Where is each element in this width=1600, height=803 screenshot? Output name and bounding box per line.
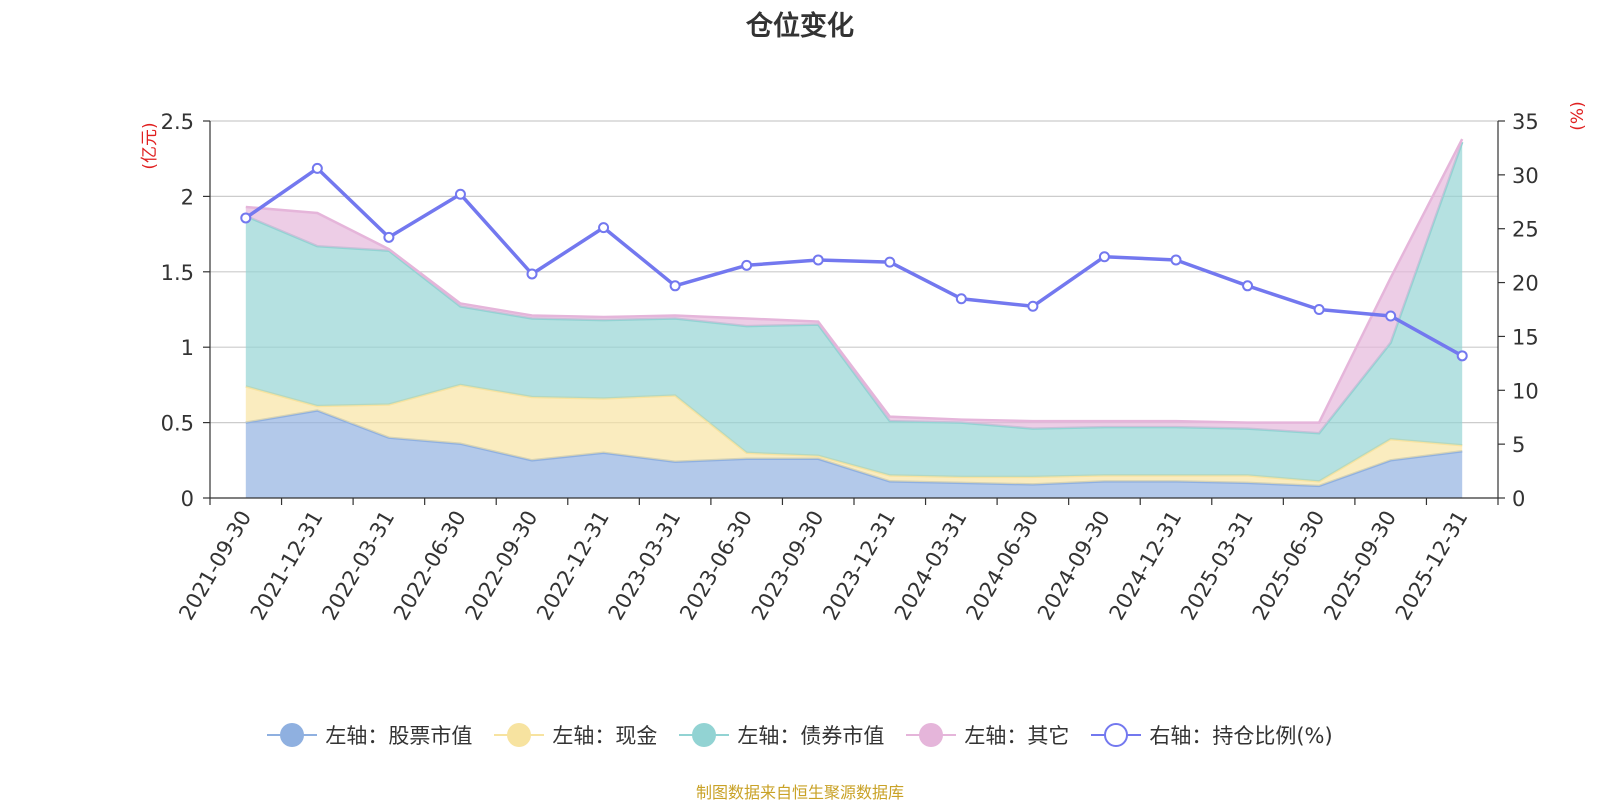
- ratio-point: [955, 293, 967, 305]
- legend-label: 左轴：股票市值: [325, 724, 473, 748]
- left-tick-label: 1.5: [161, 261, 194, 285]
- left-tick-label: 2.5: [161, 110, 194, 134]
- right-tick-label: 15: [1512, 325, 1539, 349]
- left-tick-label: 1: [181, 336, 194, 360]
- right-tick-label: 0: [1512, 487, 1525, 511]
- legend-item[interactable]: 左轴：现金: [494, 720, 657, 750]
- data-source-note: 制图数据来自恒生聚源数据库: [695, 783, 904, 802]
- ratio-point: [1385, 310, 1397, 322]
- x-tick-label: 2025-03-31: [1176, 507, 1258, 625]
- ratio-point: [741, 259, 753, 271]
- x-tick-label: 2025-09-30: [1319, 507, 1401, 625]
- x-tick-label: 2022-12-31: [532, 507, 614, 625]
- x-tick-label: 2023-09-30: [747, 507, 829, 625]
- chart-title: 仓位变化: [746, 11, 854, 42]
- ratio-point: [1456, 350, 1468, 362]
- ratio-point: [1027, 300, 1039, 312]
- ratio-point: [1242, 280, 1254, 292]
- x-tick-label: 2025-12-31: [1391, 507, 1473, 625]
- right-tick-label: 30: [1512, 164, 1539, 188]
- legend-swatch-dot: [692, 723, 717, 747]
- ratio-line: [244, 166, 1464, 358]
- x-tick-label: 2025-06-30: [1248, 507, 1330, 625]
- ratio-point: [1098, 251, 1110, 263]
- legend-swatch: [494, 723, 545, 747]
- x-tick-label: 2022-03-31: [317, 507, 399, 625]
- legend-label: 右轴：持仓比例(%): [1149, 724, 1333, 748]
- ratio-point: [383, 231, 395, 243]
- x-tick-label: 2024-06-30: [961, 507, 1043, 625]
- left-tick-label: 0.5: [161, 412, 194, 436]
- area-other: [245, 139, 1463, 434]
- legend-item[interactable]: 左轴：债券市值: [679, 720, 884, 750]
- left-axis-unit: (亿元): [140, 122, 160, 169]
- legend-swatch: [1091, 723, 1142, 747]
- right-axis-unit: (%): [1568, 101, 1588, 130]
- ratio-point: [526, 268, 538, 280]
- x-tick-label: 2021-09-30: [174, 507, 256, 625]
- x-tick-label: 2021-12-31: [246, 507, 328, 625]
- ratio-point: [884, 256, 896, 268]
- chart-legend: 左轴：股票市值 左轴：现金 左轴：债券市值 左轴：其它 右轴：持仓比例(%): [0, 720, 1600, 750]
- ratio-point: [669, 280, 681, 292]
- ratio-point: [598, 222, 610, 234]
- left-tick-label: 2: [181, 185, 194, 209]
- ratio-point: [454, 188, 466, 200]
- x-tick-label: 2024-03-31: [890, 507, 972, 625]
- x-tick-label: 2022-09-30: [461, 507, 543, 625]
- legend-item[interactable]: 左轴：股票市值: [267, 720, 472, 750]
- ratio-point: [240, 212, 252, 224]
- x-tick-label: 2024-09-30: [1033, 507, 1115, 625]
- right-tick-label: 35: [1512, 110, 1539, 134]
- x-tick-label: 2023-12-31: [818, 507, 900, 625]
- legend-swatch-dot: [507, 723, 532, 747]
- legend-label: 左轴：债券市值: [737, 724, 885, 748]
- right-tick-label: 20: [1512, 272, 1539, 296]
- area-edge-other: [245, 138, 1464, 424]
- legend-label: 左轴：现金: [552, 724, 658, 748]
- ratio-point: [812, 254, 824, 266]
- x-tick-label: 2023-03-31: [604, 507, 686, 625]
- right-tick-label: 5: [1512, 433, 1525, 457]
- x-tick-label: 2024-12-31: [1105, 507, 1187, 625]
- left-tick-label: 0: [181, 487, 194, 511]
- legend-swatch-dot: [280, 723, 305, 747]
- ratio-point: [1313, 304, 1325, 315]
- area-stock: [245, 410, 1463, 498]
- position-change-chart: 0 0.5 1 1.5 2 2.5 0 5 10 15 20 25 30 35 (亿元) (%) 2021-09…: [140, 101, 1588, 625]
- legend-item[interactable]: 右轴：持仓比例(%): [1091, 720, 1333, 750]
- ratio-point: [311, 162, 323, 174]
- legend-label: 左轴：其它: [964, 724, 1070, 748]
- legend-swatch: [679, 723, 730, 747]
- legend-swatch: [267, 723, 318, 747]
- x-tick-label: 2023-06-30: [675, 507, 757, 625]
- right-tick-label: 10: [1512, 379, 1539, 403]
- ratio-point: [1170, 254, 1182, 266]
- legend-swatch: [906, 723, 957, 747]
- area-bond: [245, 142, 1463, 482]
- legend-item[interactable]: 左轴：其它: [906, 720, 1069, 750]
- legend-swatch-dot: [1104, 723, 1129, 747]
- x-tick-label: 2022-06-30: [389, 507, 471, 625]
- legend-swatch-dot: [919, 723, 944, 747]
- right-tick-label: 25: [1512, 218, 1539, 242]
- area-cash: [245, 384, 1463, 486]
